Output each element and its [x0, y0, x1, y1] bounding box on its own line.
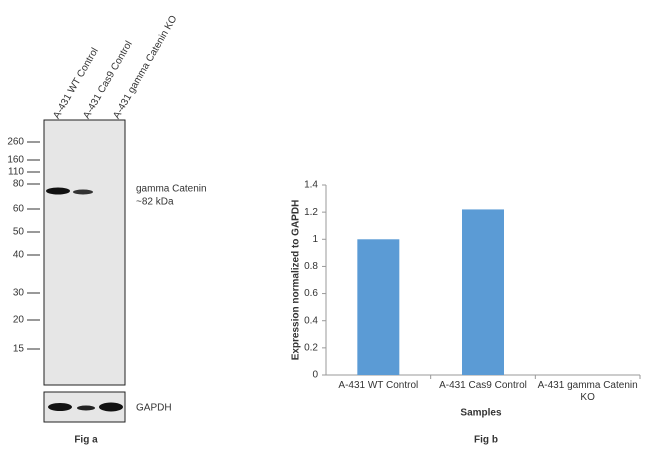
- x-axis-label: Samples: [460, 408, 502, 419]
- x-tick-label: A-431 gamma Catenin KO: [537, 380, 638, 403]
- y-tick-label: 0.8: [304, 261, 318, 272]
- band: [77, 405, 95, 411]
- y-tick-label: 0.2: [304, 342, 318, 353]
- marker-label: 50: [13, 227, 25, 238]
- target-size: ~82 kDa: [136, 197, 174, 208]
- marker-label: 260: [7, 137, 24, 148]
- y-tick-label: 1.4: [304, 180, 318, 191]
- x-tick-label: A-431 Cas9 Control: [439, 380, 527, 391]
- bar: [357, 239, 400, 375]
- target-label: gamma Catenin: [136, 184, 207, 195]
- blot-lane-labels: A-431 WT Control A-431 Cas9 Control A-43…: [51, 14, 179, 121]
- band: [48, 403, 72, 411]
- plot: 0 0.2 0.4 0.6 0.8 1 1.2 1.4 A-431 WT Control A-43…: [304, 180, 641, 403]
- marker-label: 110: [8, 167, 24, 178]
- y-axis-label: Expression normalized to GAPDH: [291, 200, 302, 361]
- band: [73, 189, 93, 195]
- marker-label: 80: [13, 179, 25, 190]
- caption: Fig a: [74, 435, 98, 446]
- y-tick-label: 0: [312, 370, 318, 381]
- marker-label: 160: [7, 155, 24, 166]
- caption: Fig b: [474, 435, 498, 446]
- y-tick-label: 0.4: [304, 315, 318, 326]
- marker-label: 30: [13, 288, 25, 299]
- x-tick-label-box: A-431 gamma Catenin KO: [537, 380, 638, 403]
- y-tick-label: 0.6: [304, 288, 318, 299]
- x-tick-label-box: A-431 Cas9 Control: [439, 380, 527, 391]
- band: [99, 402, 123, 412]
- bar: [462, 209, 504, 375]
- band: [46, 187, 70, 195]
- loading-label: GAPDH: [136, 403, 172, 414]
- y-tick-label: 1.2: [304, 207, 318, 218]
- x-tick-label: A-431 WT Control: [338, 380, 419, 391]
- marker-label: 15: [13, 344, 25, 355]
- y-tick-label: 1: [312, 234, 318, 245]
- marker-label: 40: [13, 250, 25, 261]
- blot-membrane: [43, 119, 126, 386]
- marker-label: 60: [13, 204, 25, 215]
- marker-label: 20: [13, 315, 25, 326]
- x-tick-label-box: A-431 WT Control: [338, 380, 419, 391]
